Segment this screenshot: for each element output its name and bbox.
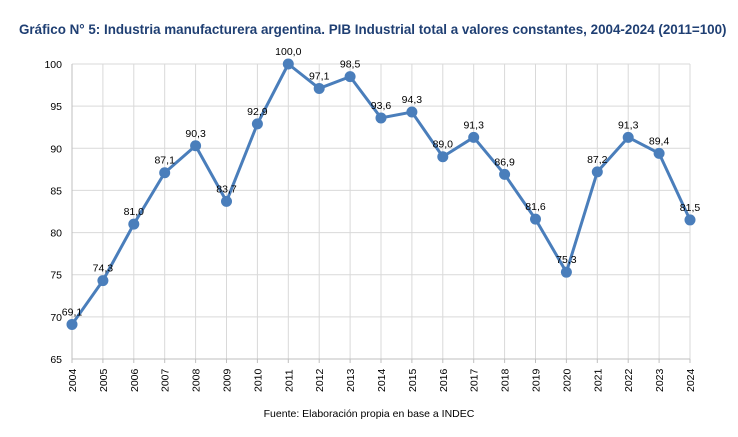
data-point-2019 <box>530 213 541 225</box>
data-label-2024: 81,5 <box>680 202 701 214</box>
x-tick-label: 2009 <box>222 368 234 392</box>
x-tick-label: 2020 <box>561 368 573 392</box>
x-tick-label: 2010 <box>252 368 264 392</box>
x-tick-label: 2011 <box>283 369 295 392</box>
data-point-2022 <box>622 131 634 143</box>
x-tick-label: 2024 <box>685 368 697 392</box>
x-tick-label: 2013 <box>345 368 357 392</box>
data-label-2011: 100,0 <box>275 46 301 58</box>
x-tick-label: 2022 <box>623 368 635 392</box>
x-tick-label: 2005 <box>98 368 110 392</box>
data-point-2021 <box>591 166 603 178</box>
x-tick-label: 2014 <box>376 368 388 392</box>
y-tick-label: 65 <box>50 354 62 366</box>
x-tick-label: 2016 <box>438 368 450 392</box>
x-tick-label: 2015 <box>407 368 419 392</box>
data-label-2023: 89,4 <box>649 135 670 147</box>
data-point-2012 <box>313 82 325 94</box>
data-label-2012: 97,1 <box>309 70 330 82</box>
data-point-2017 <box>468 131 480 143</box>
data-point-2004 <box>66 318 78 330</box>
data-label-2020: 75,3 <box>556 254 577 266</box>
x-tick-label: 2023 <box>654 368 666 392</box>
y-tick-label: 80 <box>50 228 62 240</box>
y-tick-labels: 65 70 75 80 85 90 95 100 <box>44 59 62 366</box>
data-point-2006 <box>128 218 140 230</box>
data-label-2014: 93,6 <box>371 100 392 112</box>
data-label-2006: 81,0 <box>124 206 145 218</box>
data-label-2007: 87,1 <box>154 155 175 167</box>
data-label-2013: 98,5 <box>340 59 361 71</box>
data-label-2005: 74,3 <box>93 263 114 275</box>
data-label-2018: 86,9 <box>494 156 515 168</box>
data-label-2016: 89,0 <box>433 139 454 151</box>
x-tick-label: 2017 <box>469 368 481 392</box>
data-point-2005 <box>97 275 109 287</box>
data-point-2010 <box>251 118 263 130</box>
data-point-2008 <box>190 140 202 152</box>
source-note: Fuente: Elaboración propia en base a IND… <box>263 408 475 420</box>
data-point-2015 <box>406 106 418 118</box>
y-tick-label: 85 <box>50 185 62 197</box>
x-tick-label: 2021 <box>592 368 604 392</box>
data-point-2014 <box>375 112 387 124</box>
data-label-2022: 91,3 <box>618 119 639 131</box>
y-tick-label: 70 <box>50 312 62 324</box>
data-label-2019: 81,6 <box>525 201 546 213</box>
data-label-2017: 91,3 <box>463 119 484 131</box>
data-point-2011 <box>282 58 294 70</box>
x-tick-labels: 2004 2005 2006 2007 2008 2009 2010 2011 2012 2013… <box>67 368 697 392</box>
data-point-2016 <box>437 151 449 163</box>
y-tick-label: 75 <box>50 270 62 282</box>
data-points <box>66 58 696 330</box>
x-tick-label: 2018 <box>500 368 512 392</box>
x-tick-label: 2004 <box>67 368 79 392</box>
gridlines <box>72 63 691 359</box>
data-point-2023 <box>653 147 665 159</box>
data-label-2021: 87,2 <box>587 154 608 166</box>
axes <box>71 64 691 363</box>
x-tick-label: 2006 <box>129 368 141 392</box>
data-labels: 69,1 74,3 81,0 87,1 90,3 83,7 92,9 100,0 97,1 98,… <box>62 46 701 318</box>
data-label-2004: 69,1 <box>62 306 83 318</box>
data-label-2010: 92,9 <box>247 106 268 118</box>
chart-title: Gráfico N° 5: Industria manufacturera ar… <box>19 22 727 37</box>
x-tick-label: 2012 <box>314 368 326 392</box>
x-tick-label: 2019 <box>531 368 543 392</box>
data-point-2024 <box>684 214 696 226</box>
data-point-2007 <box>159 167 171 179</box>
x-tick-label: 2007 <box>160 368 172 392</box>
data-label-2009: 83,7 <box>216 183 237 195</box>
y-tick-label: 95 <box>50 101 62 113</box>
y-tick-label: 90 <box>50 143 62 155</box>
data-label-2015: 94,3 <box>402 94 423 106</box>
data-point-2018 <box>499 168 511 180</box>
x-tick-label: 2008 <box>191 368 203 392</box>
data-point-2013 <box>344 71 356 83</box>
data-label-2008: 90,3 <box>185 128 206 140</box>
data-point-2009 <box>221 195 232 207</box>
data-point-2020 <box>560 266 572 278</box>
y-tick-label: 100 <box>44 59 62 71</box>
